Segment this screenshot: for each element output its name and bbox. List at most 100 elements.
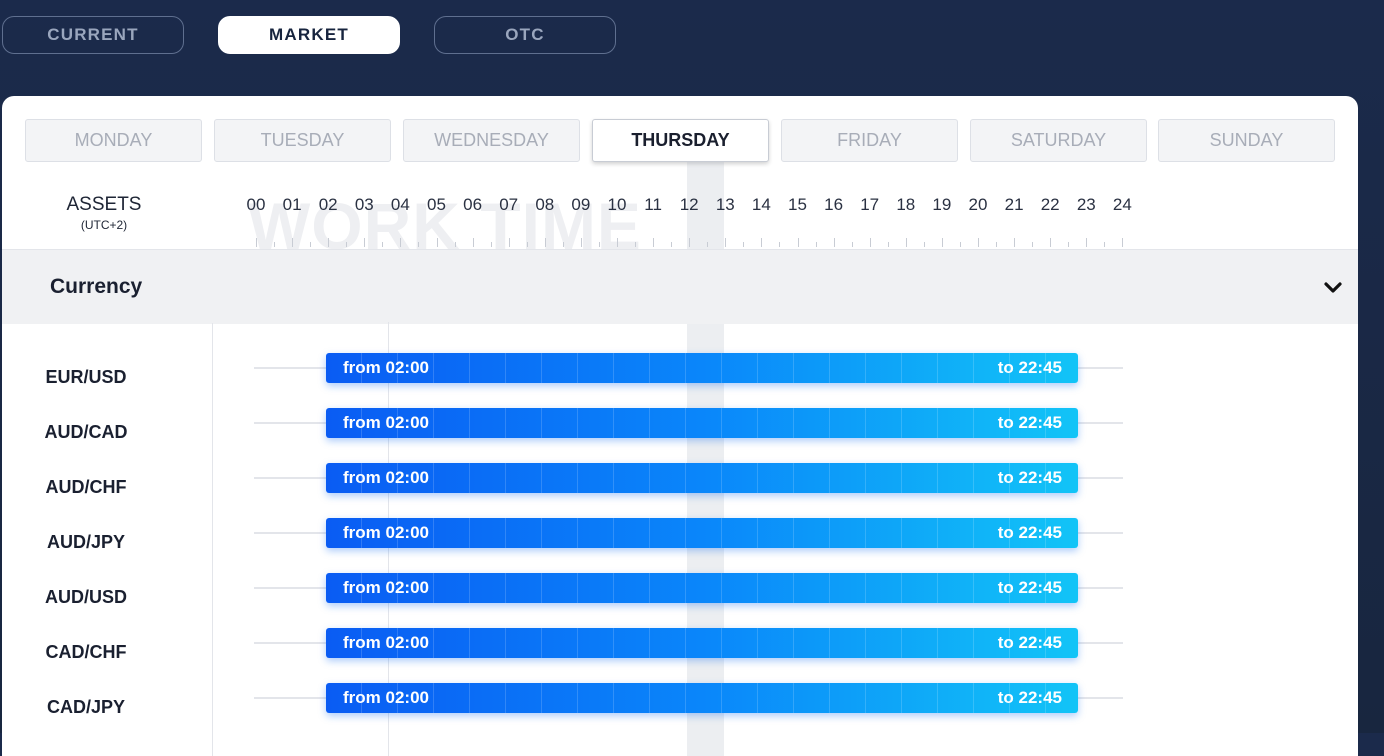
hour-label: 10 (607, 195, 627, 214)
bar-start-time: from 02:00 (343, 688, 429, 707)
hour-label: 14 (751, 195, 771, 214)
work-time-bar[interactable]: from 02:00 to 22:45 (326, 353, 1078, 383)
asset-row: AUD/CHF from 02:00 to 22:45 (2, 460, 1358, 515)
day-tab-tuesday[interactable]: TUESDAY (214, 119, 391, 162)
hour-tick (653, 238, 655, 247)
half-hour-tick (815, 242, 817, 247)
hour-label: 13 (715, 195, 735, 214)
hour-tick (508, 238, 510, 247)
hour-tick (905, 238, 907, 247)
work-time-bar[interactable]: from 02:00 to 22:45 (326, 628, 1078, 658)
schedule-panel: MONDAY TUESDAY WEDNESDAY THURSDAY FRIDAY… (2, 96, 1358, 756)
hour-label: 22 (1040, 195, 1060, 214)
tab-current[interactable]: CURRENT (2, 16, 184, 54)
hour-tick (725, 238, 727, 247)
day-tab-wednesday[interactable]: WEDNESDAY (403, 119, 580, 162)
hour-tick (400, 238, 402, 247)
hour-tick (1122, 238, 1124, 247)
bar-end-time: to 22:45 (997, 578, 1062, 597)
asset-name: CAD/JPY (46, 697, 126, 717)
work-time-bar[interactable]: from 02:00 to 22:45 (326, 408, 1078, 438)
hour-label: 07 (499, 195, 519, 214)
bar-end-time: to 22:45 (997, 413, 1062, 432)
half-hour-tick (1032, 242, 1034, 247)
chevron-down-icon[interactable] (1322, 276, 1344, 298)
assets-timezone: (UTC+2) (80, 218, 128, 232)
hour-label: 05 (427, 195, 446, 214)
half-hour-tick (959, 242, 961, 247)
half-hour-tick (454, 242, 456, 247)
hour-label: 02 (318, 195, 338, 214)
asset-row: CAD/JPY from 02:00 to 22:45 (2, 680, 1358, 735)
hour-label: 08 (535, 195, 555, 214)
hour-label: 18 (896, 195, 916, 214)
asset-row: AUD/JPY from 02:00 to 22:45 (2, 515, 1358, 570)
hour-label: 06 (463, 195, 483, 214)
day-tab-friday[interactable]: FRIDAY (781, 119, 958, 162)
hour-label: 19 (932, 195, 952, 214)
day-tab-thursday[interactable]: THURSDAY (592, 119, 769, 162)
hour-label: 15 (788, 195, 807, 214)
asset-name: EUR/USD (45, 367, 127, 387)
day-tab-monday[interactable]: MONDAY (25, 119, 202, 162)
half-hour-tick (526, 242, 528, 247)
half-hour-tick (598, 242, 600, 247)
bar-start-time: from 02:00 (343, 358, 429, 377)
hour-tick (797, 238, 799, 247)
hour-label: 01 (282, 195, 302, 214)
half-hour-tick (887, 242, 889, 247)
section-header-currency[interactable]: Currency (2, 249, 1358, 324)
asset-row: AUD/USD from 02:00 to 22:45 (2, 570, 1358, 625)
hour-label: 03 (354, 195, 374, 214)
hour-tick (1086, 238, 1088, 247)
asset-row: CAD/CHF from 02:00 to 22:45 (2, 625, 1358, 680)
hour-tick (833, 238, 835, 247)
asset-name: AUD/CHF (45, 477, 127, 497)
bar-end-time: to 22:45 (997, 358, 1062, 377)
work-time-bar[interactable]: from 02:00 to 22:45 (326, 518, 1078, 548)
asset-name: CAD/CHF (45, 642, 127, 662)
tab-otc[interactable]: OTC (434, 16, 616, 54)
hour-label: 21 (1004, 195, 1024, 214)
hour-tick (941, 238, 943, 247)
section-title: Currency (50, 275, 143, 298)
hour-tick (869, 238, 871, 247)
hour-tick (689, 238, 691, 247)
half-hour-tick (635, 242, 637, 247)
hour-label: 24 (1112, 195, 1132, 214)
half-hour-tick (346, 242, 348, 247)
day-tab-sunday[interactable]: SUNDAY (1158, 119, 1335, 162)
day-tab-saturday[interactable]: SATURDAY (970, 119, 1147, 162)
hour-tick (472, 238, 474, 247)
hour-tick (292, 238, 294, 247)
asset-name: AUD/JPY (46, 532, 126, 552)
half-hour-tick (490, 242, 492, 247)
hour-label: 09 (571, 195, 591, 214)
hour-tick (617, 238, 618, 247)
half-hour-tick (310, 242, 312, 247)
half-hour-tick (418, 242, 420, 247)
half-hour-tick (996, 242, 998, 247)
work-time-bar[interactable]: from 02:00 to 22:45 (326, 463, 1078, 493)
tab-market[interactable]: MARKET (218, 16, 400, 54)
hour-label: 16 (824, 195, 844, 214)
half-hour-tick (743, 242, 745, 247)
assets-column-header: ASSETS (UTC+2) (50, 194, 158, 232)
half-hour-tick (923, 242, 925, 247)
half-hour-tick (1068, 242, 1070, 247)
hour-label: 12 (679, 195, 699, 214)
asset-name: AUD/USD (44, 587, 127, 607)
bar-end-time: to 22:45 (997, 633, 1062, 652)
hour-tick (580, 238, 582, 247)
half-hour-tick (671, 242, 673, 247)
bar-start-time: from 02:00 (343, 633, 429, 652)
hour-label: 20 (968, 195, 988, 214)
bar-start-time: from 02:00 (343, 578, 429, 597)
asset-column-divider (212, 323, 213, 756)
hour-tick (978, 238, 979, 247)
half-hour-tick (1104, 242, 1106, 247)
work-time-bar[interactable]: from 02:00 to 22:45 (326, 683, 1078, 713)
work-time-bar[interactable]: from 02:00 to 22:45 (326, 573, 1078, 603)
half-hour-tick (707, 242, 709, 247)
half-hour-tick (851, 242, 853, 247)
